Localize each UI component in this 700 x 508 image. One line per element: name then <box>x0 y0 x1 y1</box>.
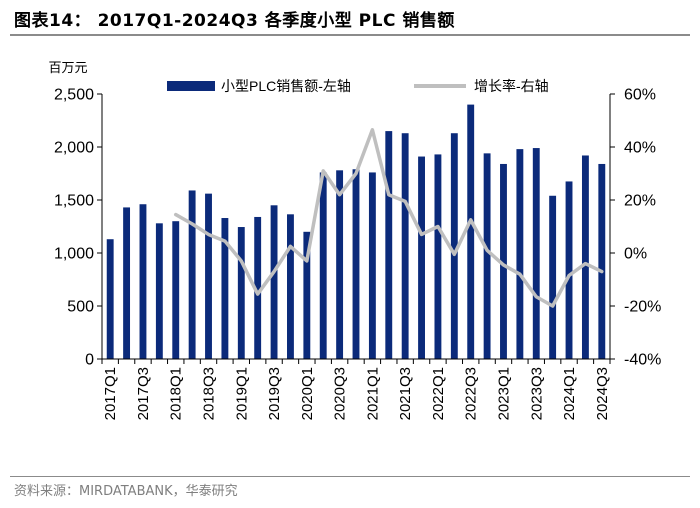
bar-2020Q2 <box>319 172 327 359</box>
line-series <box>173 128 604 308</box>
bar-2023Q2 <box>516 149 524 359</box>
bar-2019Q1 <box>237 227 245 359</box>
right-tick-label: 0% <box>624 246 647 263</box>
bar-2019Q3 <box>270 205 278 359</box>
left-tick-label: 2,500 <box>54 87 94 104</box>
figure-title: 图表14： 2017Q1-2024Q3 各季度小型 PLC 销售额 <box>14 11 455 31</box>
bar-2021Q1 <box>368 172 376 359</box>
bar-2018Q3 <box>205 193 212 359</box>
x-tick-label: 2024Q1 <box>561 367 578 420</box>
source-note: 资料来源：MIRDATABANK，华泰研究 <box>14 484 238 499</box>
legend-line-label: 增长率-右轴 <box>474 78 549 94</box>
axes: 0 500 1,000 1,500 2,000 2,500 -40% -20% 0% 20% 40%… <box>54 87 661 421</box>
x-tick-label: 2023Q1 <box>495 367 512 420</box>
x-tick-label: 2021Q3 <box>397 367 414 420</box>
bar-2017Q4 <box>155 223 163 359</box>
left-tick-label: 1,500 <box>54 193 94 210</box>
bar-2024Q3 <box>598 163 606 359</box>
bar-2023Q4 <box>549 195 557 359</box>
x-tick-label: 2019Q1 <box>233 367 250 420</box>
x-tick-label: 2022Q1 <box>430 367 447 420</box>
left-tick-label: 2,000 <box>54 140 94 157</box>
bar-2022Q4 <box>483 153 491 359</box>
right-tick-label: 60% <box>624 87 656 104</box>
x-tick-label: 2020Q3 <box>332 367 349 420</box>
bar-2021Q4 <box>418 156 425 359</box>
legend-bar-label: 小型PLC销售额-左轴 <box>221 78 351 94</box>
bar-2023Q1 <box>500 163 507 359</box>
left-tick-label: 1,000 <box>54 246 94 263</box>
left-tick-label: 500 <box>67 299 94 316</box>
bar-2019Q4 <box>287 214 294 359</box>
legend-bar-swatch <box>167 81 215 91</box>
right-tick-label: 40% <box>624 140 656 157</box>
x-tick-label: 2024Q3 <box>594 367 611 420</box>
footer-divider <box>10 476 690 477</box>
bar-2021Q3 <box>401 133 409 359</box>
bar-2024Q2 <box>581 155 589 359</box>
growth-rate-line <box>173 128 604 308</box>
bar-2018Q2 <box>188 190 196 359</box>
bar-series <box>106 104 606 359</box>
x-tick-label: 2017Q1 <box>102 367 119 420</box>
bar-2017Q1 <box>106 239 114 359</box>
x-tick-label: 2022Q3 <box>463 367 480 420</box>
title-divider <box>10 34 690 36</box>
x-tick-label: 2018Q1 <box>168 367 185 420</box>
bar-2018Q1 <box>172 221 180 359</box>
x-tick-label: 2021Q1 <box>364 367 381 420</box>
bar-2022Q1 <box>434 154 442 359</box>
x-tick-label: 2017Q3 <box>135 367 152 420</box>
chart: 百万元 小型PLC销售额-左轴 增长率-右轴 0 500 1,000 1,500 2,0… <box>48 60 661 421</box>
x-tick-label: 2023Q3 <box>528 367 545 420</box>
bar-2018Q4 <box>221 218 229 359</box>
bar-2020Q4 <box>352 169 360 359</box>
bar-2020Q3 <box>336 170 344 359</box>
left-axis-unit-label: 百万元 <box>48 60 87 75</box>
bar-2017Q2 <box>123 207 131 359</box>
legend: 小型PLC销售额-左轴 增长率-右轴 <box>167 78 549 94</box>
right-tick-label: 20% <box>624 193 656 210</box>
bar-2017Q3 <box>139 204 147 359</box>
bar-2021Q2 <box>385 131 393 359</box>
right-tick-label: -40% <box>624 352 661 369</box>
bar-2022Q3 <box>467 104 475 359</box>
bar-2019Q2 <box>254 216 262 359</box>
bar-2024Q1 <box>565 181 573 359</box>
left-tick-label: 0 <box>85 352 94 369</box>
right-tick-label: -20% <box>624 299 661 316</box>
bar-2022Q2 <box>450 133 458 359</box>
x-tick-label: 2018Q3 <box>201 367 218 420</box>
x-tick-label: 2019Q3 <box>266 367 283 420</box>
bar-2023Q3 <box>532 148 540 359</box>
x-tick-label: 2020Q1 <box>299 367 316 420</box>
bar-2020Q1 <box>303 231 311 359</box>
